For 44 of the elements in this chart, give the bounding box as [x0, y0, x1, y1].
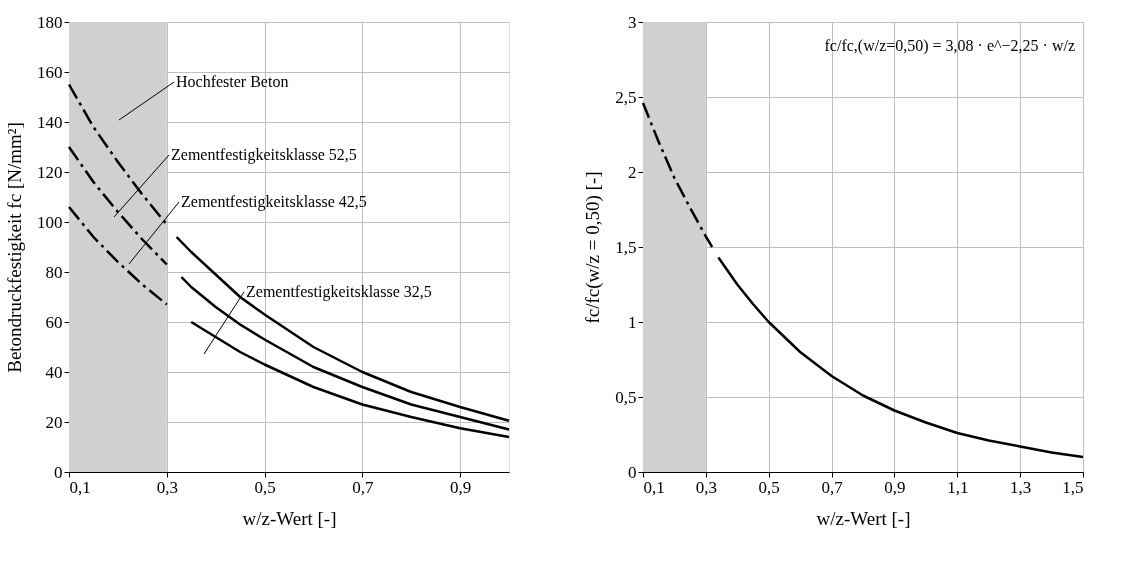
y-tick-label: 60 — [45, 312, 63, 332]
y-tick-label: 3 — [628, 12, 637, 32]
x-tick-label: 0,9 — [884, 477, 906, 497]
annotation: Hochfester Beton — [176, 73, 289, 90]
x-tick-label: 0,1 — [69, 477, 91, 497]
line-series — [67, 205, 169, 306]
x-tick-label: 1,5 — [1062, 477, 1084, 497]
y-tick-label: 180 — [37, 12, 63, 32]
x-tick-label: 0,3 — [156, 477, 178, 497]
line-series — [175, 235, 511, 422]
y-tick-label: 80 — [45, 262, 63, 282]
y-tick-label: 0,5 — [615, 387, 637, 407]
x-tick-label: 0,7 — [821, 477, 844, 497]
x-axis-title: w/z-Wert [-] — [242, 507, 337, 529]
y-tick-label: 1 — [628, 312, 637, 332]
x-tick-label: 1,1 — [947, 477, 969, 497]
annotation: fc/fc,(w/z=0,50) = 3,08 · e^−2,25 · w/z — [824, 37, 1075, 55]
x-tick-label: 1,3 — [1010, 477, 1032, 497]
y-tick-label: 2 — [628, 162, 637, 182]
y-tick-label: 20 — [45, 412, 63, 432]
x-tick-label: 0,7 — [352, 477, 374, 497]
line-series — [641, 101, 714, 249]
y-axis-title: Betondruckfestigkeit fc [N/mm²] — [4, 122, 25, 373]
x-tick-label: 0,5 — [254, 477, 276, 497]
x-tick-label: 0,1 — [643, 477, 665, 497]
y-tick-label: 120 — [37, 162, 63, 182]
y-tick-label: 160 — [37, 62, 63, 82]
x-tick-label: 0,9 — [449, 477, 472, 497]
y-axis-title: fc/fc(w/z = 0,50) [-] — [582, 171, 605, 324]
y-tick-label: 40 — [45, 362, 63, 382]
x-tick-label: 0,3 — [695, 477, 717, 497]
y-tick-label: 0 — [54, 462, 63, 482]
x-axis-title: w/z-Wert [-] — [816, 507, 911, 529]
annotation: Zementfestigkeitsklasse 32,5 — [246, 283, 432, 301]
y-tick-label: 2,5 — [615, 87, 637, 107]
annotation: Zementfestigkeitsklasse 42,5 — [181, 193, 367, 211]
y-tick-label: 140 — [37, 112, 63, 132]
y-tick-label: 0 — [628, 462, 637, 482]
line-series — [180, 275, 511, 431]
x-tick-label: 0,5 — [758, 477, 780, 497]
line-series — [717, 256, 1085, 459]
annotation: Zementfestigkeitsklasse 52,5 — [171, 146, 357, 164]
y-tick-label: 1,5 — [615, 237, 637, 257]
y-tick-label: 100 — [37, 212, 63, 232]
